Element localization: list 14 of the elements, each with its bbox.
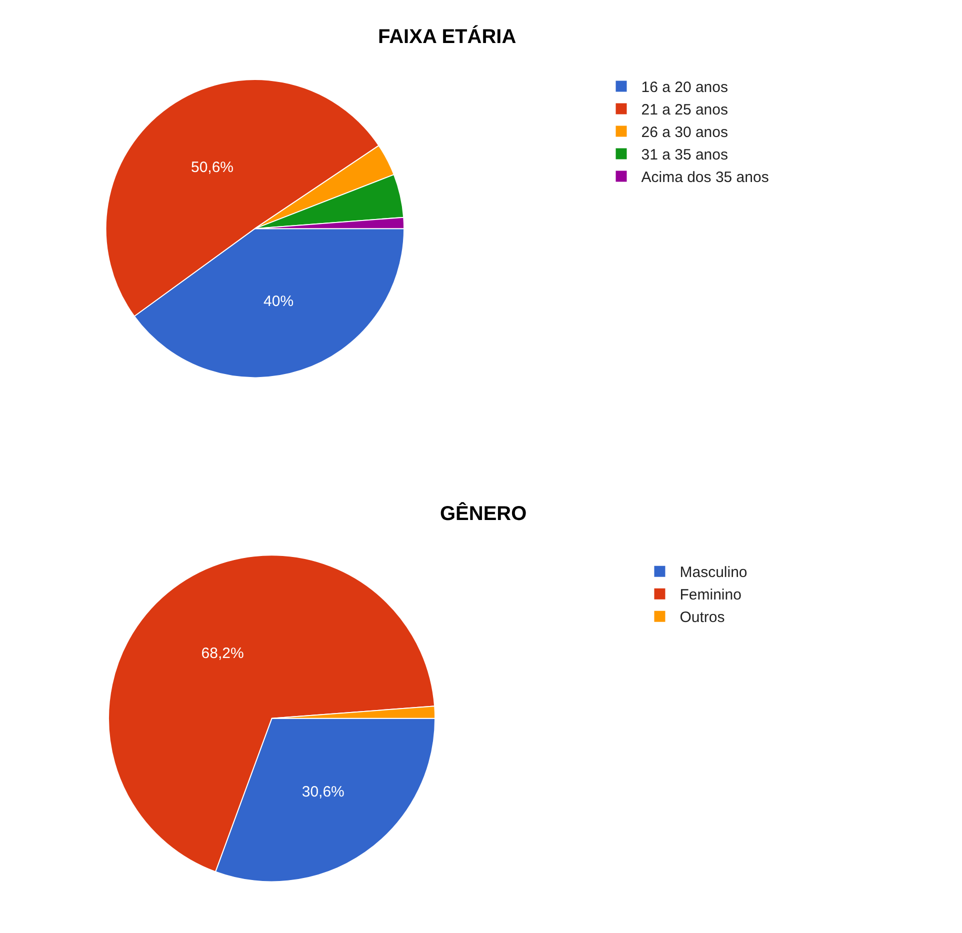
- data-label: 50,6%: [190, 158, 234, 176]
- legend-label: Feminino: [680, 586, 742, 604]
- data-label: 40%: [264, 292, 294, 310]
- legend-label: Acima dos 35 anos: [641, 169, 769, 186]
- legend-label: 16 a 20 anos: [641, 79, 728, 96]
- data-label: 68,2%: [201, 644, 244, 662]
- legend-label: Masculino: [680, 564, 748, 582]
- chart-title: GÊNERO: [440, 502, 527, 525]
- legend-label: 31 a 35 anos: [641, 146, 728, 164]
- chart-title: FAIXA ETÁRIA: [378, 25, 516, 48]
- legend-label: 21 a 25 anos: [641, 102, 728, 119]
- data-label: 30,6%: [302, 783, 344, 800]
- legend-label: Outros: [680, 609, 725, 626]
- legend-label: 26 a 30 anos: [641, 124, 728, 142]
